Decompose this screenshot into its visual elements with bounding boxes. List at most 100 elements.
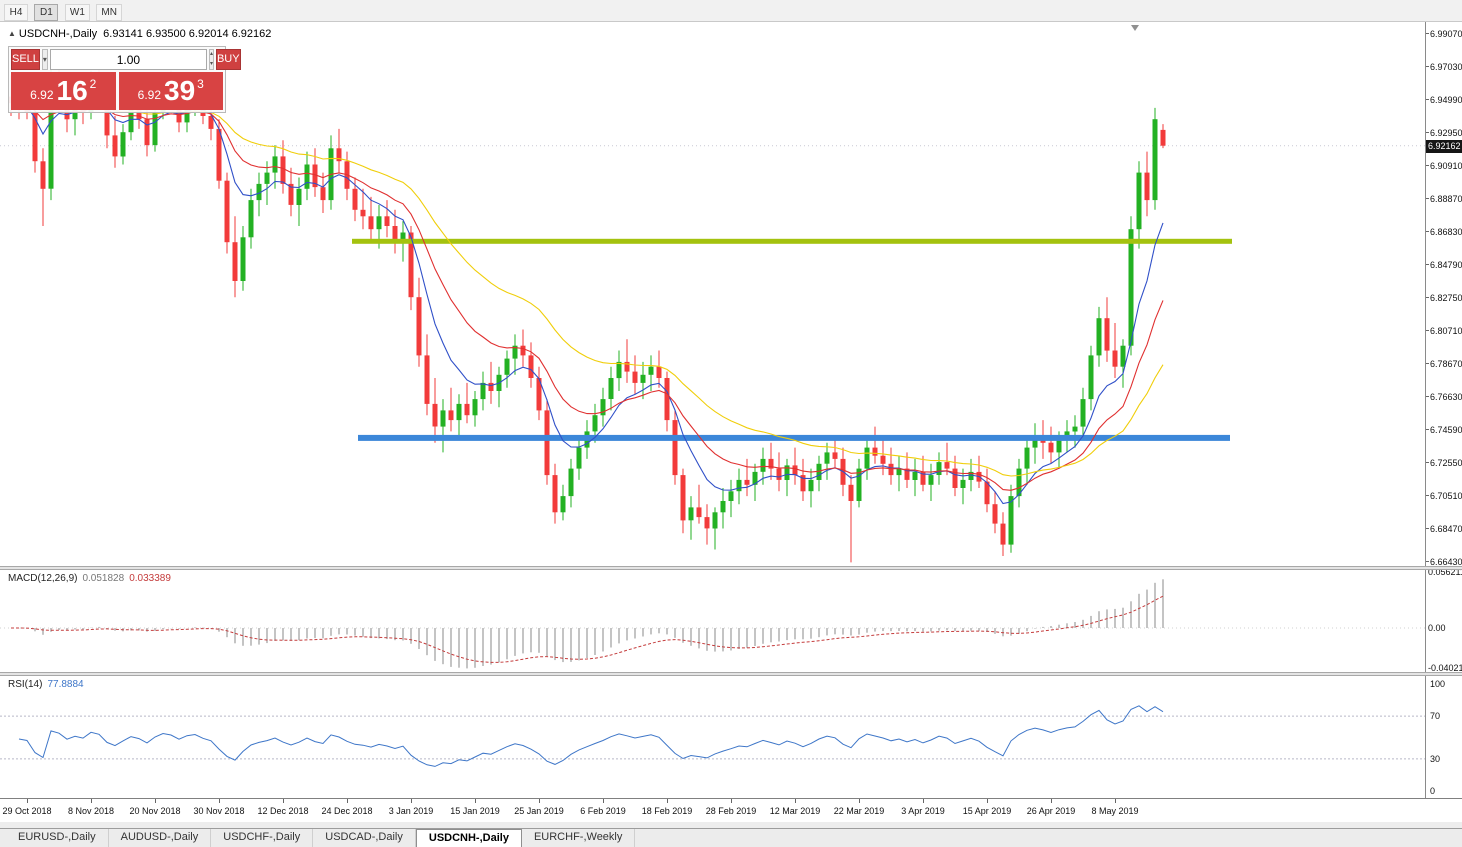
support-line[interactable] bbox=[358, 434, 1230, 441]
price-axis-tick-label: 6.88870 bbox=[1430, 193, 1462, 204]
macd-axis-tick-label: -0.040218 bbox=[1428, 663, 1462, 673]
date-axis-label: 8 May 2019 bbox=[1091, 806, 1139, 816]
date-axis-tickmark bbox=[1115, 799, 1116, 803]
sell-price-prefix: 6.92 bbox=[30, 88, 54, 102]
price-axis-tickmark bbox=[1426, 363, 1429, 365]
macd-main-value: 0.051828 bbox=[82, 573, 125, 584]
rsi-value: 77.8884 bbox=[47, 679, 84, 690]
date-axis-label: 8 Nov 2018 bbox=[67, 806, 115, 816]
buy-button[interactable]: BUY bbox=[215, 49, 241, 70]
chart-tab-bar: EURUSD-,Daily AUDUSD-,Daily USDCHF-,Daily U… bbox=[0, 828, 1462, 847]
rsi-plot bbox=[0, 705, 1425, 767]
price-axis-tickmark bbox=[1426, 429, 1429, 431]
current-price-tag: 6.92162 bbox=[1426, 140, 1462, 153]
timeframe-toolbar: H4 D1 W1 MN bbox=[0, 0, 1462, 22]
rsi-name: RSI(14) bbox=[8, 679, 43, 690]
tab-eurusd-daily[interactable]: EURUSD-,Daily bbox=[6, 829, 109, 847]
date-axis-label: 18 Feb 2019 bbox=[641, 806, 693, 816]
date-axis-tickmark bbox=[219, 799, 220, 803]
macd-name: MACD(12,26,9) bbox=[8, 573, 78, 584]
date-axis-tickmark bbox=[667, 799, 668, 803]
date-axis-label: 12 Mar 2019 bbox=[769, 806, 821, 816]
price-axis-tickmark bbox=[1426, 132, 1429, 134]
date-axis-tickmark bbox=[731, 799, 732, 803]
chart-symbol-icon: ▲ bbox=[8, 29, 16, 38]
price-axis[interactable]: 6.92162 6.99070 6.97030 6.94990 6.92950 6.90… bbox=[1425, 22, 1462, 798]
date-axis-label: 26 Apr 2019 bbox=[1026, 806, 1076, 816]
window-bottom-strip bbox=[0, 822, 1462, 828]
tab-usdcad-daily[interactable]: USDCAD-,Daily bbox=[313, 829, 416, 847]
date-axis-label: 12 Dec 2018 bbox=[257, 806, 309, 816]
tab-audusd-daily[interactable]: AUDUSD-,Daily bbox=[109, 829, 212, 847]
price-axis-tick-label: 6.78670 bbox=[1430, 358, 1462, 369]
rsi-axis-tick-label: 30 bbox=[1430, 753, 1441, 764]
date-axis-tickmark bbox=[987, 799, 988, 803]
date-axis-label: 6 Feb 2019 bbox=[580, 806, 626, 816]
price-axis-tick-label: 6.90910 bbox=[1430, 160, 1462, 171]
volume-dropdown-button[interactable]: ▾ bbox=[41, 49, 48, 70]
price-axis-tick-label: 6.68470 bbox=[1430, 523, 1462, 534]
tab-eurchf-weekly[interactable]: EURCHF-,Weekly bbox=[522, 829, 636, 847]
timeframe-button-mn[interactable]: MN bbox=[96, 4, 122, 21]
date-axis-tickmark bbox=[923, 799, 924, 803]
price-axis-tick-label: 6.72550 bbox=[1430, 457, 1462, 468]
date-axis-tickmark bbox=[91, 799, 92, 803]
price-axis-tick-label: 6.84790 bbox=[1430, 259, 1462, 270]
date-axis-label: 20 Nov 2018 bbox=[129, 806, 181, 816]
price-axis-tick-label: 6.76630 bbox=[1430, 391, 1462, 402]
date-axis-tickmark bbox=[283, 799, 284, 803]
date-axis[interactable]: 29 Oct 2018 8 Nov 2018 20 Nov 2018 30 Nov 2… bbox=[0, 798, 1462, 822]
price-axis-tickmark bbox=[1426, 198, 1429, 200]
buy-price-main: 39 bbox=[164, 75, 196, 106]
price-axis-tickmark bbox=[1426, 66, 1429, 68]
price-axis-tick-label: 6.70510 bbox=[1430, 490, 1462, 501]
date-axis-tickmark bbox=[539, 799, 540, 803]
price-axis-tick-label: 6.94990 bbox=[1430, 94, 1462, 105]
buy-price-panel[interactable]: 6.92 39 3 bbox=[118, 72, 223, 110]
one-click-trading-panel: SELL ▾ ▴ ▾ BUY 6.92 16 2 6.92 39 3 bbox=[8, 46, 241, 113]
price-axis-tick-label: 6.99070 bbox=[1430, 28, 1462, 39]
timeframe-button-h4[interactable]: H4 bbox=[4, 4, 28, 21]
price-axis-tick-label: 6.74590 bbox=[1430, 424, 1462, 435]
sell-price-panel[interactable]: 6.92 16 2 bbox=[11, 72, 116, 110]
tab-usdcnh-daily[interactable]: USDCNH-,Daily bbox=[415, 829, 522, 847]
chart-shift-marker-icon bbox=[1131, 25, 1139, 31]
tab-usdchf-daily[interactable]: USDCHF-,Daily bbox=[211, 829, 314, 847]
price-axis-tick-label: 6.92950 bbox=[1430, 127, 1462, 138]
main-chart-pane[interactable]: ▲ USDCNH-,Daily 6.93141 6.93500 6.92014 6.… bbox=[0, 22, 1425, 566]
price-axis-tick-label: 6.86830 bbox=[1430, 226, 1462, 237]
date-axis-label: 25 Jan 2019 bbox=[514, 806, 564, 816]
volume-stepper[interactable]: ▴ ▾ bbox=[208, 49, 214, 70]
sell-button[interactable]: SELL bbox=[11, 49, 40, 70]
price-axis-tickmark bbox=[1426, 462, 1429, 464]
price-axis-tickmark bbox=[1426, 330, 1429, 332]
date-axis-tickmark bbox=[475, 799, 476, 803]
rsi-indicator-pane[interactable]: RSI(14) 77.8884 bbox=[0, 676, 1425, 798]
panel-separator[interactable] bbox=[0, 672, 1462, 676]
timeframe-button-w1[interactable]: W1 bbox=[64, 4, 90, 21]
rsi-axis-tick-label: 70 bbox=[1430, 711, 1441, 722]
date-axis-tickmark bbox=[411, 799, 412, 803]
macd-axis-tick-label: 0.00 bbox=[1428, 622, 1446, 633]
macd-indicator-pane[interactable]: MACD(12,26,9) 0.051828 0.033389 bbox=[0, 570, 1425, 672]
date-axis-label: 29 Oct 2018 bbox=[2, 806, 52, 816]
date-axis-tickmark bbox=[859, 799, 860, 803]
price-axis-tickmark bbox=[1426, 561, 1429, 563]
sell-price-main: 16 bbox=[56, 75, 88, 106]
date-axis-tickmark bbox=[347, 799, 348, 803]
macd-plot bbox=[0, 579, 1425, 669]
date-axis-tickmark bbox=[603, 799, 604, 803]
timeframe-button-d1[interactable]: D1 bbox=[34, 4, 59, 21]
panel-separator[interactable] bbox=[0, 566, 1462, 570]
chart-symbol-label: USDCNH-,Daily bbox=[18, 28, 98, 40]
resistance-line[interactable] bbox=[352, 238, 1232, 244]
date-axis-tickmark bbox=[795, 799, 796, 803]
date-axis-label: 15 Apr 2019 bbox=[962, 806, 1012, 816]
date-axis-label: 3 Apr 2019 bbox=[901, 806, 945, 816]
price-axis-tickmark bbox=[1426, 495, 1429, 497]
volume-input[interactable] bbox=[49, 49, 207, 70]
rsi-axis-tick-label: 100 bbox=[1430, 679, 1446, 689]
price-axis-tickmark bbox=[1426, 231, 1429, 233]
date-axis-label: 24 Dec 2018 bbox=[321, 806, 373, 816]
